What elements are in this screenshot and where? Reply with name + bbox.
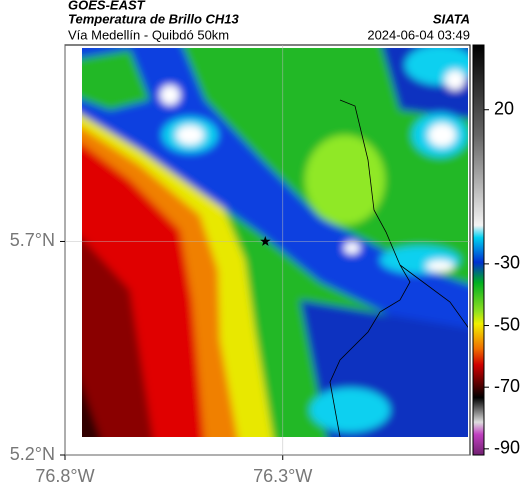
colorbar-tick-label: -90: [494, 438, 520, 458]
title: Temperatura de Brillo CH13: [68, 11, 240, 26]
border: [329, 99, 411, 437]
colorbar-tick-label: -50: [494, 314, 520, 334]
brightness-field: [82, 48, 468, 437]
subtitle: Vía Medellín - Quibdó 50km: [68, 27, 229, 42]
y-tick-label: 5.2°N: [10, 444, 55, 464]
colorbar: [472, 44, 485, 456]
colorbar-tick-label: 20: [494, 98, 514, 118]
colorbar-tick-label: -70: [494, 376, 520, 396]
y-tick-label: 5.7°N: [10, 230, 55, 250]
x-tick-label: 76.8°W: [35, 466, 94, 486]
x-tick-label: 76.3°W: [253, 466, 312, 486]
colorbar-tick-label: -30: [494, 253, 520, 273]
timestamp: 2024-06-04 03:49: [367, 27, 470, 42]
agency: SIATA: [433, 11, 470, 26]
border: [399, 264, 468, 328]
source: GOES-EAST: [68, 0, 146, 12]
location-marker: [260, 236, 271, 246]
